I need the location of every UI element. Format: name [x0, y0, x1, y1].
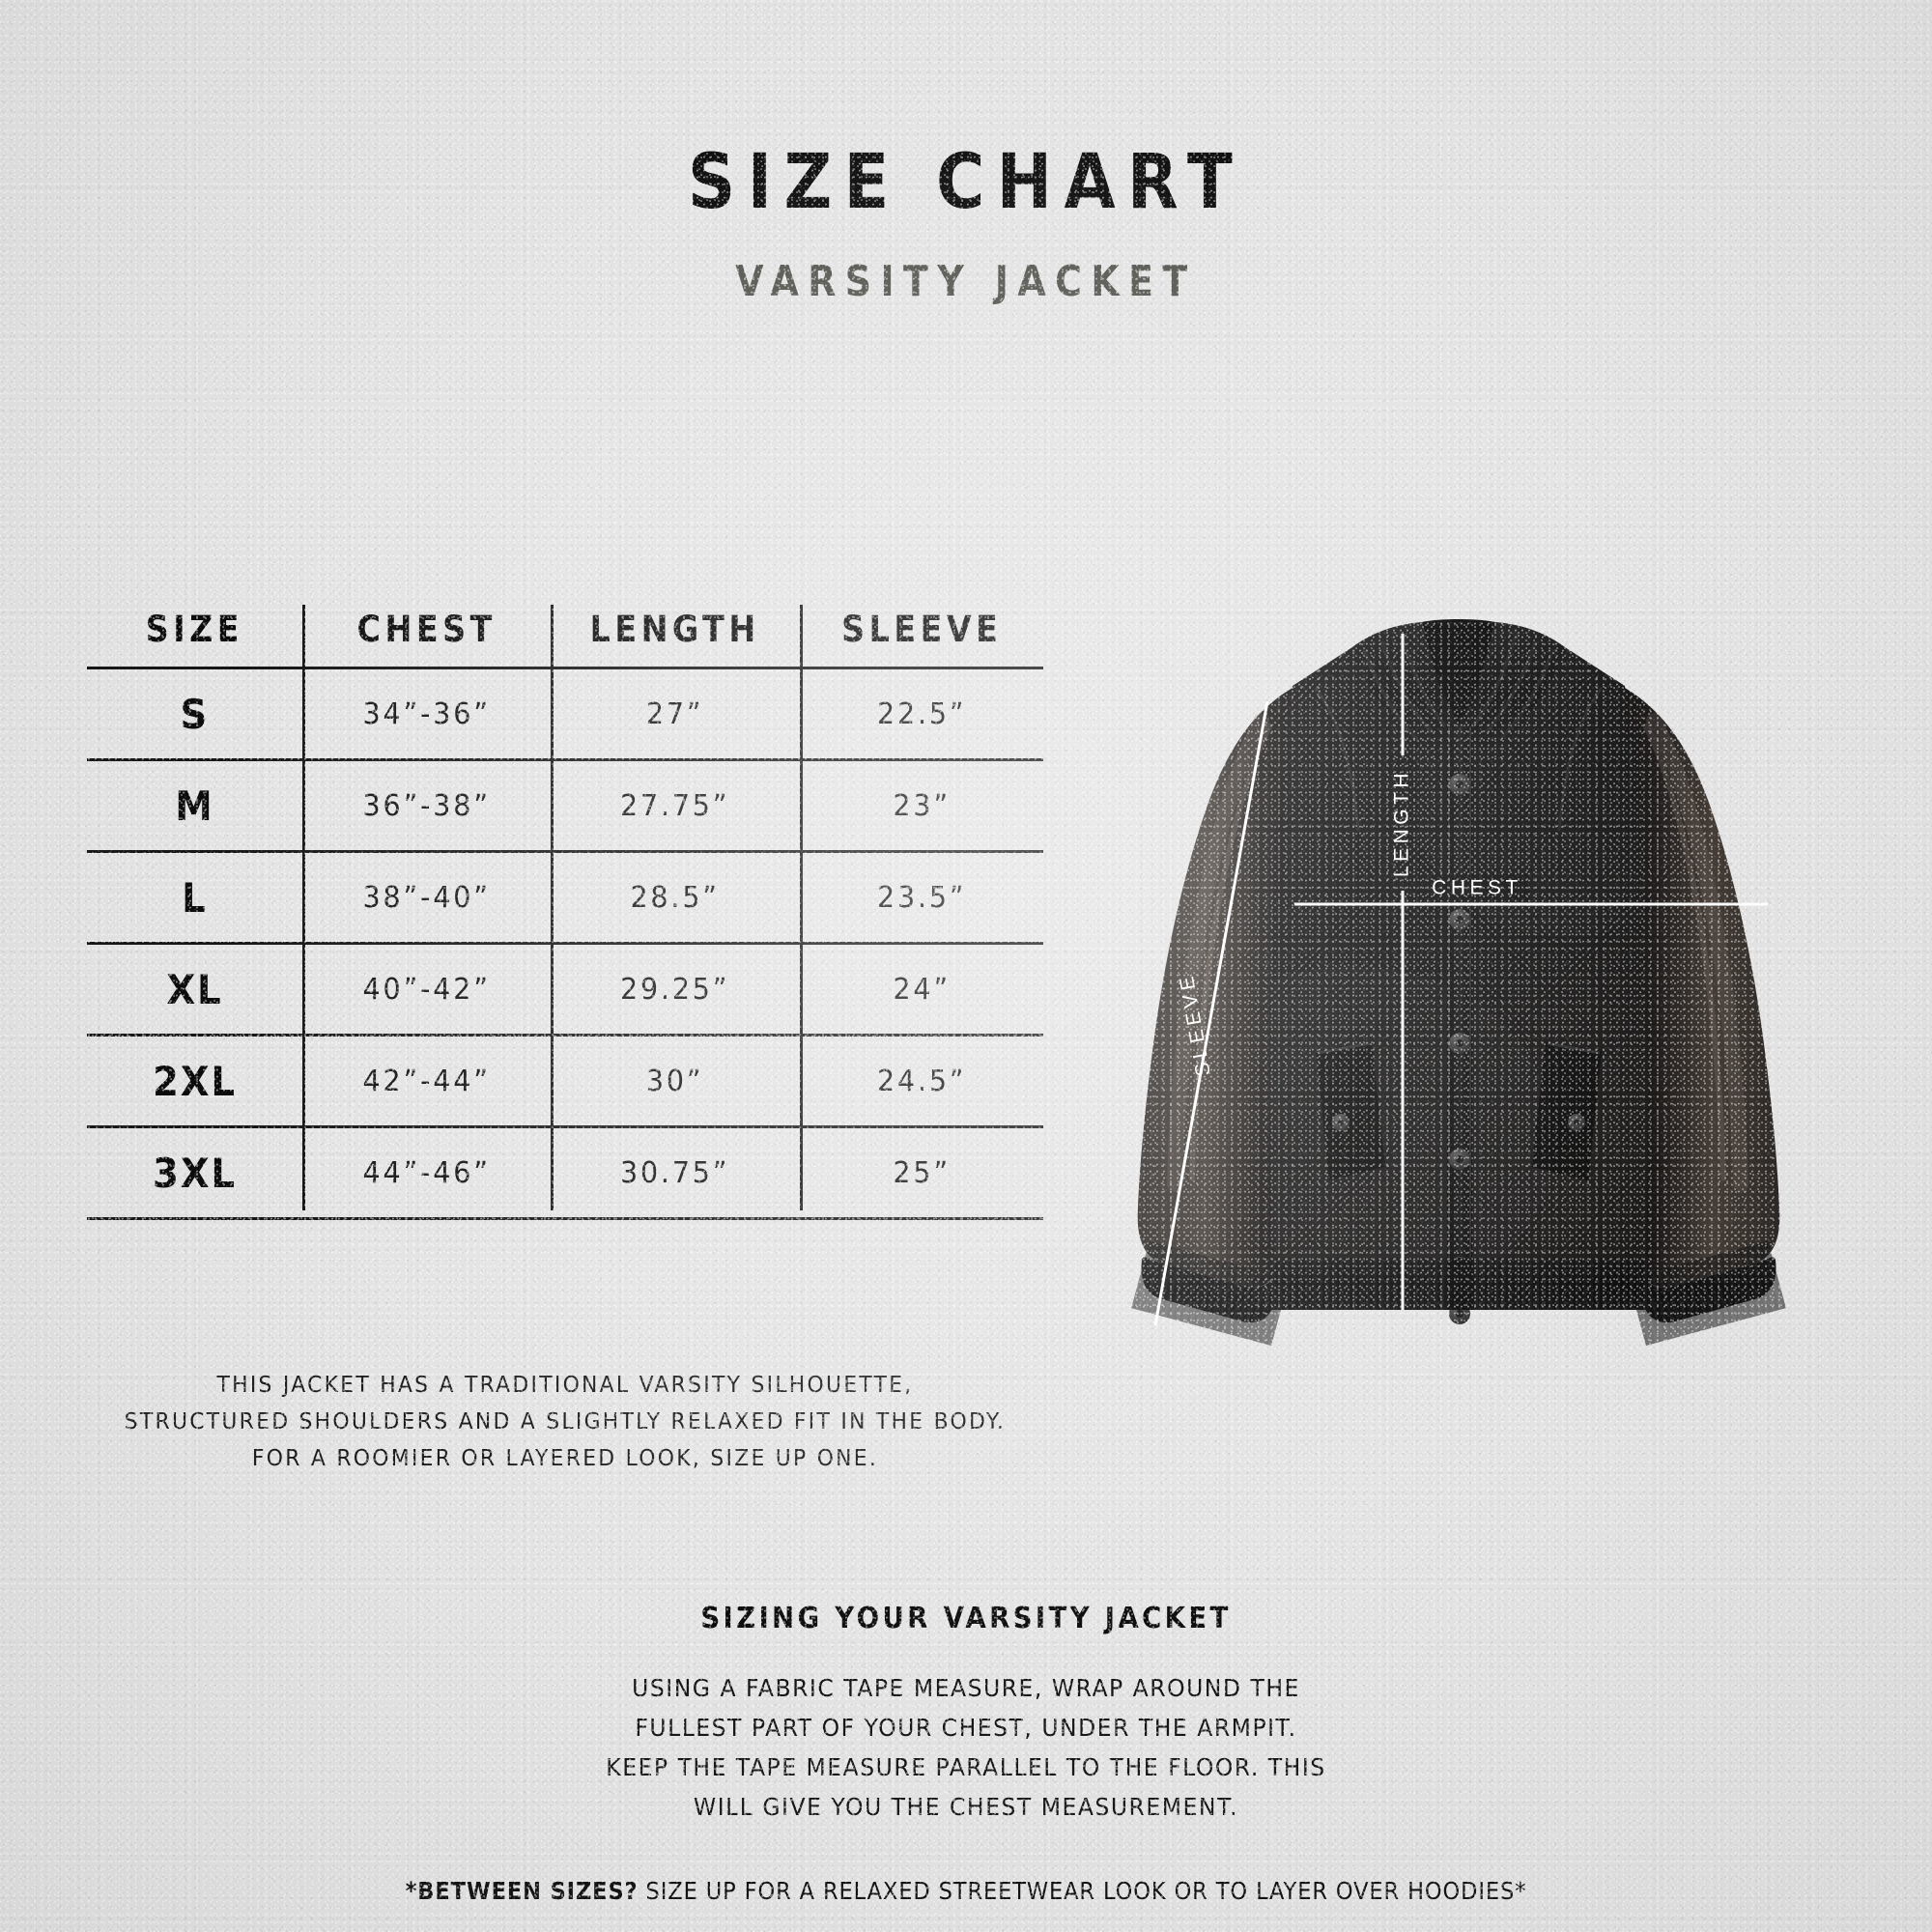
cell-chest: 44”-46” [308, 1126, 545, 1220]
sizing-instructions: SIZING YOUR VARSITY JACKET USING A FABRI… [0, 1602, 1932, 1905]
cell-size: 3XL [95, 1126, 294, 1220]
size-table-container: SIZE CHEST LENGTH SLEEVE S 34”-36” 27” 2… [87, 591, 1043, 1220]
table-row: M 36”-38” 27.75” 23” [87, 759, 1043, 853]
table-row: XL 40”-42” 29.25” 24” [87, 943, 1043, 1037]
table-row: 2XL 42”-44” 30” 24.5” [87, 1035, 1043, 1128]
cell-chest: 40”-42” [308, 943, 545, 1037]
cell-size: S [95, 668, 294, 761]
table-row: 3XL 44”-46” 30.75” 25” [87, 1126, 1043, 1220]
table-column-divider [301, 605, 305, 1210]
cell-size: 2XL [95, 1035, 294, 1128]
cell-length: 27” [556, 668, 794, 761]
instructions-line-2: FULLEST PART OF YOUR CHEST, UNDER THE AR… [635, 1714, 1297, 1742]
table-column-divider [799, 605, 803, 1210]
size-table: SIZE CHEST LENGTH SLEEVE S 34”-36” 27” 2… [87, 591, 1043, 1220]
table-column-divider [551, 605, 554, 1210]
cell-chest: 36”-38” [308, 759, 545, 853]
length-label: LENGTH [1391, 769, 1413, 877]
cell-size: L [95, 851, 294, 945]
column-header-size: SIZE [98, 591, 292, 669]
column-header-sleeve: SLEEVE [811, 591, 1032, 669]
chest-label: CHEST [1432, 877, 1522, 899]
cell-length: 29.25” [556, 943, 794, 1037]
instructions-line-3: KEEP THE TAPE MEASURE PARALLEL TO THE FL… [606, 1753, 1326, 1781]
instructions-body: USING A FABRIC TAPE MEASURE, WRAP AROUND… [58, 1668, 1874, 1827]
cell-chest: 42”-44” [308, 1035, 545, 1128]
instructions-heading: SIZING YOUR VARSITY JACKET [700, 1602, 1232, 1635]
cell-sleeve: 23.5” [805, 851, 1037, 945]
jacket-graphic: LENGTH CHEST SLEEVE [1131, 619, 1786, 1346]
cell-length: 27.75” [556, 759, 794, 853]
column-header-chest: CHEST [314, 591, 539, 669]
table-row: S 34”-36” 27” 22.5” [87, 668, 1043, 761]
cell-size: M [95, 759, 294, 853]
page-title: SIZE CHART [687, 139, 1245, 226]
cell-length: 28.5” [556, 851, 794, 945]
jacket-illustration: LENGTH CHEST SLEEVE [1063, 541, 1855, 1352]
fit-note: THIS JACKET HAS A TRADITIONAL VARSITY SI… [111, 1367, 1020, 1477]
cell-sleeve: 22.5” [805, 668, 1037, 761]
fit-note-line-2: STRUCTURED SHOULDERS AND A SLIGHTLY RELA… [124, 1409, 1007, 1435]
cell-sleeve: 24.5” [805, 1035, 1037, 1128]
sleeve-guide-line [1153, 700, 1269, 1326]
page-subtitle: VARSITY JACKET [735, 257, 1197, 306]
cell-sleeve: 23” [805, 759, 1037, 853]
page-header: SIZE CHART VARSITY JACKET [0, 145, 1932, 303]
between-sizes-note: *BETWEEN SIZES? SIZE UP FOR A RELAXED ST… [97, 1877, 1835, 1905]
cell-chest: 34”-36” [308, 668, 545, 761]
jacket-body [1269, 619, 1648, 1324]
between-sizes-bold: *BETWEEN SIZES? [405, 1877, 639, 1905]
table-header-row: SIZE CHEST LENGTH SLEEVE [87, 591, 1043, 669]
cell-sleeve: 24” [805, 943, 1037, 1037]
table-row: L 38”-40” 28.5” 23.5” [87, 851, 1043, 945]
cell-chest: 38”-40” [308, 851, 545, 945]
between-sizes-rest: SIZE UP FOR A RELAXED STREETWEAR LOOK OR… [638, 1877, 1527, 1905]
cell-sleeve: 25” [805, 1126, 1037, 1220]
cell-length: 30” [556, 1035, 794, 1128]
fit-note-line-3: FOR A ROOMIER OR LAYERED LOOK, SIZE UP O… [251, 1446, 879, 1471]
column-header-length: LENGTH [563, 591, 787, 669]
jacket-pockets [1316, 1041, 1602, 1180]
cell-size: XL [95, 943, 294, 1037]
instructions-line-4: WILL GIVE YOU THE CHEST MEASUREMENT. [694, 1793, 1238, 1821]
instructions-line-1: USING A FABRIC TAPE MEASURE, WRAP AROUND… [632, 1674, 1300, 1702]
cell-length: 30.75” [556, 1126, 794, 1220]
measure-guides [1153, 634, 1768, 1326]
fit-note-line-1: THIS JACKET HAS A TRADITIONAL VARSITY SI… [216, 1373, 914, 1398]
